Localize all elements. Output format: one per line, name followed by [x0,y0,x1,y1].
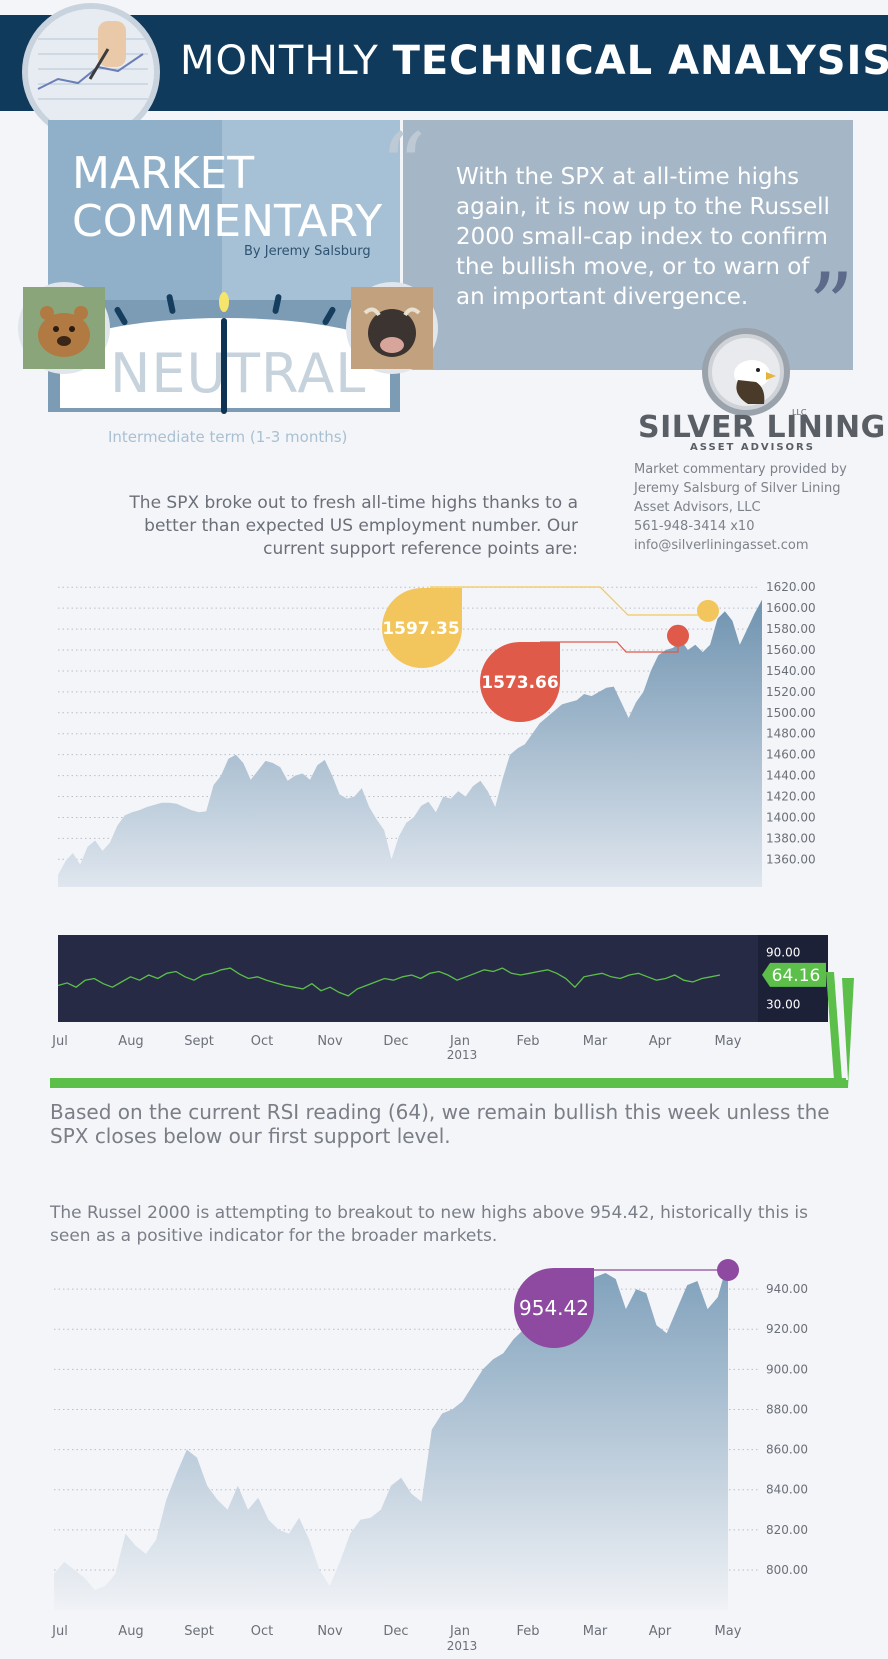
x-axis-label: Feb [516,1034,539,1049]
x-axis-label: Dec [383,1034,408,1049]
gauge-caption: Intermediate term (1-3 months) [108,428,348,446]
spx-marker-bubble [382,588,462,668]
contact-line: Asset Advisors, LLC [634,500,761,515]
spx-y-tick-label: 1580.00 [766,622,816,636]
x-axis-label: Nov [317,1034,343,1049]
x-axis-label: Jan [449,1034,470,1049]
spx-marker-label: 1573.66 [481,673,558,693]
header-title-bold: TECHNICAL ANALYSIS [392,38,888,84]
spx-y-tick-label: 1380.00 [766,831,816,845]
contact-info: Market commentary provided by Jeremy Sal… [634,460,847,555]
x-axis-label: Feb [516,1624,539,1639]
spx-y-tick-label: 1460.00 [766,748,816,762]
quote-panel [403,120,853,370]
spx-y-tick-label: 1480.00 [766,727,816,741]
quote-close-icon: ” [808,254,855,359]
x-axis-label: Mar [583,1034,608,1049]
x-axis-label: Apr [649,1624,672,1639]
green-bracket-side [826,972,842,1080]
spx-marker-dot [697,599,719,622]
contact-line: Market commentary provided by [634,462,847,477]
commentary-title: MARKET COMMENTARY [72,148,383,247]
commentary-author: By Jeremy Salsburg [244,244,371,259]
x-axis-label: Jul [51,1624,68,1639]
logo-subtitle: ASSET ADVISORS [690,442,815,453]
rut-y-tick-label: 940.00 [766,1282,808,1296]
rut-marker-label: 954.42 [519,1296,589,1320]
spx-marker-leader [430,586,709,616]
logo-llc: LLC [792,408,807,417]
spx-marker-bubble [480,642,560,722]
spx-y-tick-label: 1520.00 [766,685,816,699]
spx-y-tick-label: 1540.00 [766,664,816,678]
rut-chart: 940.00 920.00 900.00 880.00 860.00 840.00 820.… [51,1259,808,1653]
header-title: MONTHLY TECHNICAL ANALYSIS [180,38,888,84]
gauge-needle [221,318,227,414]
rut-y-tick-label: 800.00 [766,1563,808,1577]
x-axis-label: Sept [184,1034,214,1049]
contact-phone: 561-948-3414 x10 [634,519,755,534]
x-axis-label: Apr [649,1034,672,1049]
rut-marker-dot [717,1259,739,1281]
spx-y-tick-label: 1420.00 [766,790,816,804]
rsi-current-badge [762,962,826,987]
chart-photo-icon [22,3,160,141]
rut-marker-bubble [514,1268,594,1348]
rut-y-tick-label: 820.00 [766,1523,808,1537]
spx-chart: 1620.00 1600.00 1580.00 1560.00 1540.00 1520.… [58,580,816,887]
x-axis-label: Aug [118,1034,143,1049]
rsi-panel [58,935,828,1022]
quote-open-icon: “ [380,114,427,219]
rsi-y-tick-label: 90.00 [766,945,800,959]
rsi-line-series [57,967,721,997]
x-axis-label: Oct [251,1034,273,1049]
header-title-light: MONTHLY [180,38,379,84]
intro-text: The SPX broke out to fresh all-time high… [129,493,578,559]
x-axis-label: May [715,1624,742,1639]
x-axis-label: Sept [184,1624,214,1639]
commentary-panel-accent [222,120,400,300]
green-bracket-bar [50,1078,846,1087]
quote-text: With the SPX at all-time highs again, it… [456,164,830,310]
gauge-needle-tip [219,292,229,312]
spx-y-tick-label: 1620.00 [766,580,816,594]
eagle-logo-icon [702,328,790,416]
x-axis-label: Aug [118,1624,143,1639]
spx-marker-label: 1597.35 [382,619,459,639]
rut-y-tick-label: 880.00 [766,1402,808,1416]
contact-email: info@silverliningasset.com [634,538,809,553]
bull-icon [346,282,438,374]
rut-y-tick-label: 860.00 [766,1443,808,1457]
rsi-chart: 90.00 30.00 64.16 Jul Aug Sept Oct Nov Dec Jan F… [50,935,854,1088]
rut-y-tick-label: 900.00 [766,1362,808,1376]
rut-y-tick-label: 920.00 [766,1322,808,1336]
bear-icon [18,282,110,374]
spx-marker-dot [667,624,689,647]
spx-y-tick-label: 1500.00 [766,706,816,720]
rut-area-series [54,1261,728,1610]
spx-y-tick-label: 1360.00 [766,852,816,866]
x-axis-label: May [715,1034,742,1049]
rsi-y-tick-label: 30.00 [766,998,800,1012]
x-axis-label: Jan [449,1624,470,1639]
x-axis-year-label: 2013 [447,1048,478,1062]
spx-area-series [58,599,762,887]
rsi-commentary: Based on the current RSI reading (64), w… [50,1100,830,1148]
x-axis-year-label: 2013 [447,1639,478,1653]
gauge-reading: NEUTRAL [110,342,367,405]
x-axis-label: Oct [251,1624,273,1639]
contact-line: Jeremy Salsburg of Silver Lining [634,481,841,496]
spx-y-tick-label: 1560.00 [766,643,816,657]
rut-commentary: The Russel 2000 is attempting to breakou… [50,1203,808,1246]
x-axis-label: Dec [383,1624,408,1639]
x-axis-label: Jul [51,1034,68,1049]
rsi-current-label: 64.16 [772,966,821,986]
x-axis-label: Mar [583,1624,608,1639]
spx-y-tick-label: 1440.00 [766,769,816,783]
spx-y-tick-label: 1400.00 [766,810,816,824]
x-axis-label: Nov [317,1624,343,1639]
rut-y-tick-label: 840.00 [766,1483,808,1497]
logo-name: SILVER LINING [638,410,886,445]
spx-y-tick-label: 1600.00 [766,601,816,615]
